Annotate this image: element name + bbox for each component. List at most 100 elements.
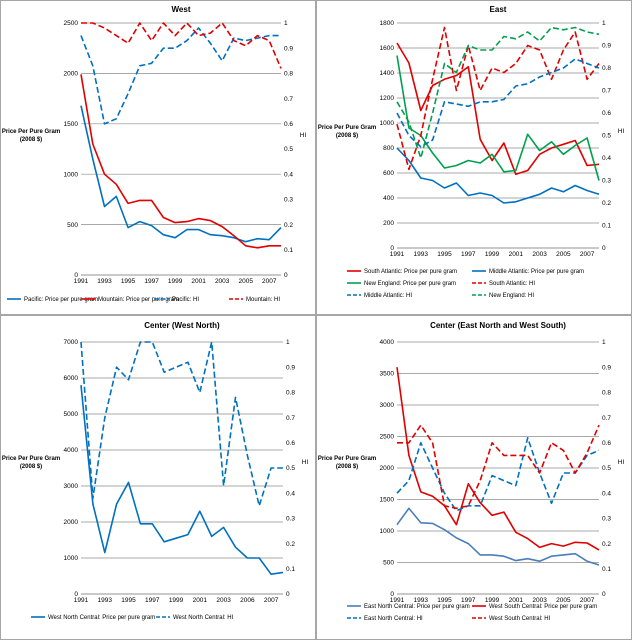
- legend-entry: South Atlantic: HI: [489, 281, 535, 287]
- chart-center-west-north: Center (West North) 0 1000 2000 3000 4000 5000…: [2, 321, 309, 621]
- series-line: [396, 367, 600, 551]
- legend-entry: New England: HI: [489, 293, 534, 299]
- y-tick-label: 0: [74, 272, 78, 279]
- y-tick-label: 400: [383, 195, 394, 202]
- series-line: [396, 55, 600, 181]
- series-line: [80, 74, 281, 249]
- y2-axis-label: HI: [300, 132, 307, 139]
- x-tick-label: 2005: [238, 278, 253, 285]
- legend-entry: West North Central: HI: [173, 615, 234, 621]
- y-tick-label: 1500: [64, 121, 79, 128]
- series-line: [396, 437, 600, 512]
- x-tick-label: 2007: [262, 278, 277, 285]
- y2-tick-label: 1: [602, 339, 606, 346]
- y2-tick-label: 0.4: [286, 490, 295, 497]
- y2-tick-label: 0.3: [602, 178, 611, 185]
- y-tick-label: 3500: [380, 371, 395, 378]
- chart-panel-center-east-north-west-south: Center (East North and West South) 0 500 10…: [316, 315, 632, 640]
- y2-axis-label: HI: [302, 459, 309, 466]
- y-tick-label: 2000: [64, 71, 79, 78]
- y2-tick-label: 0.7: [284, 96, 293, 103]
- series-line: [81, 22, 282, 69]
- y-tick-label: 1200: [380, 95, 395, 102]
- x-tick-label: 1997: [461, 597, 476, 604]
- legend-entry: West South Central: HI: [489, 616, 551, 622]
- y2-tick-label: 0.7: [602, 88, 611, 95]
- x-tick-label: 2003: [532, 251, 547, 258]
- y-axis-label: Price Per Pure Gram: [2, 129, 60, 135]
- series-line: [80, 27, 281, 125]
- legend-entry: Middle Atlantic: Price per pure gram: [489, 269, 584, 275]
- y-tick-label: 5000: [64, 411, 79, 418]
- y2-tick-label: 0.8: [286, 390, 295, 397]
- x-tick-label: 2003: [216, 597, 231, 604]
- y2-tick-label: 0.1: [284, 247, 293, 254]
- y-tick-label: 800: [383, 145, 394, 152]
- legend-entry: East North Central: Price per pure gram: [364, 604, 470, 610]
- y2-tick-label: 0: [602, 245, 606, 252]
- chart-panel-east: East 0 200 400 600 800 1000 1200 1400 1600 1800 0 0.…: [316, 0, 632, 315]
- x-tick-label: 2003: [532, 597, 547, 604]
- x-tick-label: 1993: [97, 278, 112, 285]
- y2-tick-label: 0.2: [284, 222, 293, 229]
- y-tick-label: 1800: [380, 20, 395, 27]
- y2-tick-label: 0.1: [602, 223, 611, 230]
- legend-entry: New England: Price per pure gram: [364, 281, 456, 287]
- x-tick-label: 2007: [580, 251, 595, 258]
- chart-title: West: [172, 5, 191, 14]
- chart-title: Center (East North and West South): [430, 321, 566, 330]
- y-tick-label: 1600: [380, 45, 395, 52]
- y-tick-label: 2500: [380, 434, 395, 441]
- x-tick-label: 1997: [461, 251, 476, 258]
- legend-entry: West North Central: Price per pure gram: [48, 615, 155, 621]
- x-tick-label: 1991: [74, 597, 89, 604]
- x-tick-label: 1991: [390, 251, 405, 258]
- y-tick-label: 4000: [380, 339, 395, 346]
- legend-entry: Pacific: Price per pure gram: [24, 297, 98, 303]
- y2-tick-label: 1: [284, 20, 288, 27]
- x-tick-label: 1999: [485, 251, 500, 258]
- x-tick-label: 1993: [414, 251, 429, 258]
- x-tick-label: 1997: [144, 278, 159, 285]
- legend-entry: Mountain: HI: [246, 297, 280, 303]
- x-tick-label: 2003: [215, 278, 230, 285]
- x-tick-label: 1999: [169, 597, 184, 604]
- y-tick-label: 1000: [64, 555, 79, 562]
- y2-tick-label: 0.8: [602, 65, 611, 72]
- x-tick-label: 1997: [145, 597, 160, 604]
- x-tick-label: 2007: [264, 597, 279, 604]
- y-tick-label: 6000: [64, 375, 79, 382]
- y2-tick-label: 0.7: [602, 415, 611, 422]
- chart-center-east-north-west-south: Center (East North and West South)050010…: [318, 321, 625, 622]
- x-tick-label: 2001: [191, 278, 206, 285]
- y-axis-label: Price Per Pure Gram: [318, 456, 376, 462]
- y-tick-label: 0: [390, 591, 394, 598]
- y2-tick-label: 0.5: [602, 133, 611, 140]
- chart-title: East: [490, 5, 507, 14]
- series-line: [396, 58, 600, 148]
- y-axis-label-unit: (2008 $): [336, 464, 358, 470]
- x-tick-label: 2006: [240, 597, 255, 604]
- y2-axis-label: HI: [618, 128, 625, 135]
- y-tick-label: 1000: [380, 528, 395, 535]
- y2-tick-label: 0: [286, 591, 290, 598]
- series-line: [80, 105, 282, 243]
- y-tick-label: 200: [383, 220, 394, 227]
- y2-tick-label: 0.9: [602, 43, 611, 50]
- y-tick-label: 0: [390, 245, 394, 252]
- x-tick-label: 1999: [168, 278, 183, 285]
- x-tick-label: 1995: [437, 251, 452, 258]
- y-tick-label: 0: [74, 591, 78, 598]
- y2-axis-label: HI: [618, 459, 625, 466]
- y-tick-label: 7000: [64, 339, 79, 346]
- y-tick-label: 1000: [380, 120, 395, 127]
- y-tick-label: 2000: [64, 519, 79, 526]
- y2-tick-label: 0: [602, 591, 606, 598]
- y-axis-label: Price Per Pure Gram: [318, 125, 376, 131]
- y2-tick-label: 0.1: [602, 566, 611, 573]
- x-tick-label: 2005: [556, 251, 571, 258]
- x-tick-label: 1993: [414, 597, 429, 604]
- y-tick-label: 2000: [380, 465, 395, 472]
- series-line: [396, 507, 600, 566]
- y-tick-label: 3000: [380, 402, 395, 409]
